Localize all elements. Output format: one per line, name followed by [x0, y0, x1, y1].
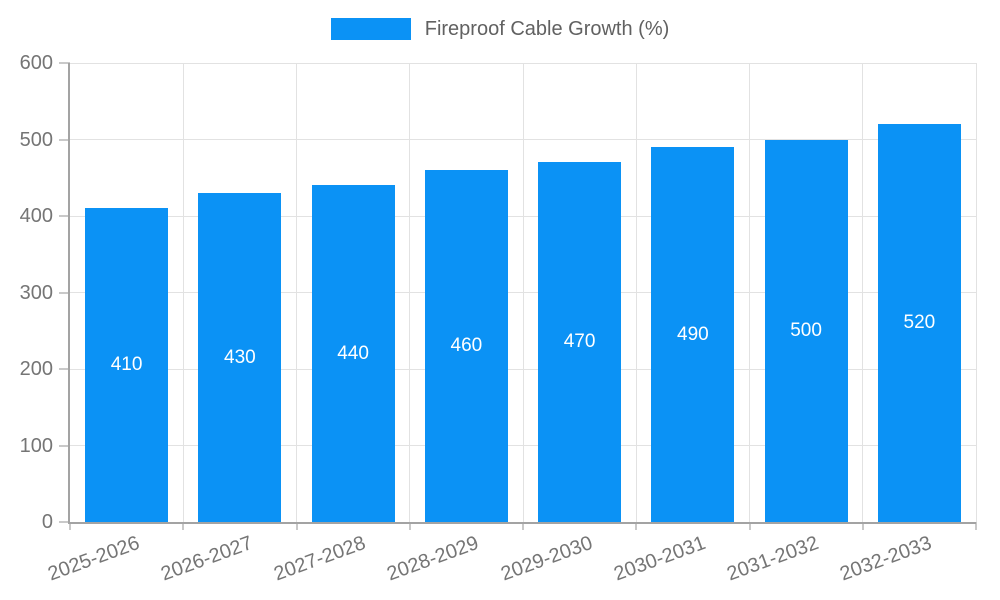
x-gridline [182, 63, 184, 522]
bar-value-label: 410 [110, 354, 143, 376]
legend[interactable]: Fireproof Cable Growth (%) [0, 17, 1000, 41]
y-tick-label: 500 [19, 128, 53, 151]
x-tick-mark [748, 522, 751, 530]
bar-value-label: 470 [563, 331, 596, 353]
y-tick-mark [59, 521, 70, 523]
bar[interactable]: 410 [85, 208, 169, 522]
y-tick-label: 600 [19, 52, 53, 74]
y-axis-line [68, 63, 70, 524]
x-tick-mark [408, 522, 411, 530]
bar-value-label: 500 [790, 319, 822, 341]
y-tick-label: 100 [19, 434, 53, 457]
bar[interactable]: 460 [424, 170, 508, 522]
x-tick-label: 2032-2033 [837, 532, 935, 586]
x-tick-label: 2029-2030 [497, 532, 596, 586]
y-tick-mark [59, 215, 70, 217]
x-tick-label: 2026-2027 [157, 532, 256, 586]
x-tick-mark [69, 522, 71, 530]
legend-swatch [330, 18, 411, 40]
y-tick-label: 300 [19, 281, 53, 304]
x-gridline [296, 63, 297, 522]
x-tick-mark [522, 522, 524, 530]
y-tick-mark [59, 138, 70, 141]
y-tick-mark [59, 368, 70, 370]
x-tick-label: 2025-2026 [44, 532, 143, 586]
y-tick-mark [59, 62, 70, 64]
x-gridline [409, 63, 411, 522]
y-tick-label: 200 [19, 358, 53, 380]
bar-value-label: 520 [903, 312, 936, 334]
bar[interactable]: 500 [764, 139, 848, 522]
bar-value-label: 430 [224, 346, 256, 368]
legend-label: Fireproof Cable Growth (%) [424, 18, 670, 40]
x-gridline [862, 63, 864, 522]
y-tick-label: 400 [19, 205, 53, 227]
bar[interactable]: 520 [877, 124, 961, 522]
x-axis-line [68, 522, 976, 524]
bar-value-label: 440 [337, 342, 369, 364]
bar[interactable]: 470 [538, 162, 622, 522]
bar-value-label: 460 [450, 335, 483, 357]
bar-value-label: 490 [677, 323, 709, 345]
y-tick-mark [59, 291, 70, 294]
x-tick-label: 2030-2031 [610, 532, 709, 586]
x-tick-mark [182, 522, 185, 530]
y-tick-label: 0 [41, 511, 53, 533]
x-tick-mark [975, 522, 977, 530]
x-gridline [522, 63, 524, 522]
y-tick-mark [59, 444, 70, 447]
x-tick-label: 2028-2029 [384, 532, 482, 586]
x-gridline [635, 63, 637, 522]
bar[interactable]: 490 [651, 147, 735, 522]
x-tick-label: 2027-2028 [271, 532, 369, 586]
x-tick-label: 2031-2032 [724, 532, 822, 586]
x-tick-mark [635, 522, 638, 530]
x-gridline [749, 63, 750, 522]
bar[interactable]: 440 [311, 185, 395, 522]
bar[interactable]: 430 [198, 193, 282, 522]
x-tick-mark [295, 522, 298, 530]
x-tick-mark [861, 522, 864, 530]
x-gridline [975, 63, 977, 522]
